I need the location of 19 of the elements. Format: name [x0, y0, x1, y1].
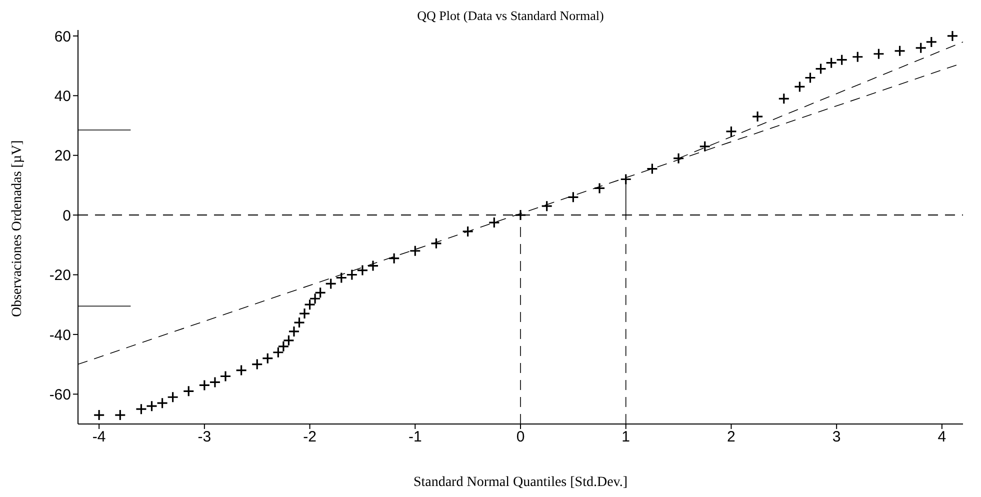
x-tick-label: 3 [832, 428, 841, 446]
y-tick-label: -20 [49, 267, 71, 284]
x-tick-label: -3 [198, 428, 212, 446]
chart-title: QQ Plot (Data vs Standard Normal) [416, 8, 605, 25]
x-tick-label: 1 [622, 428, 630, 446]
y-tick-label: 40 [54, 88, 71, 105]
y-tick-label: 0 [62, 207, 71, 224]
x-tick-label: 0 [516, 428, 525, 446]
y-tick-label: 60 [54, 28, 71, 46]
y-tick-label: -40 [49, 326, 71, 344]
y-axis-title: Observaciones Ordenadas [µV] [10, 140, 25, 317]
x-tick-label: -2 [303, 428, 316, 446]
x-tick-label: -1 [408, 428, 422, 446]
x-tick-label: -4 [92, 428, 106, 446]
y-tick-label: -60 [49, 386, 71, 404]
x-axis-title: Standard Normal Quantiles [Std.Dev.] [413, 475, 628, 490]
x-tick-label: 4 [938, 428, 946, 446]
y-tick-label: 20 [54, 148, 71, 165]
x-tick-label: 2 [727, 428, 736, 446]
